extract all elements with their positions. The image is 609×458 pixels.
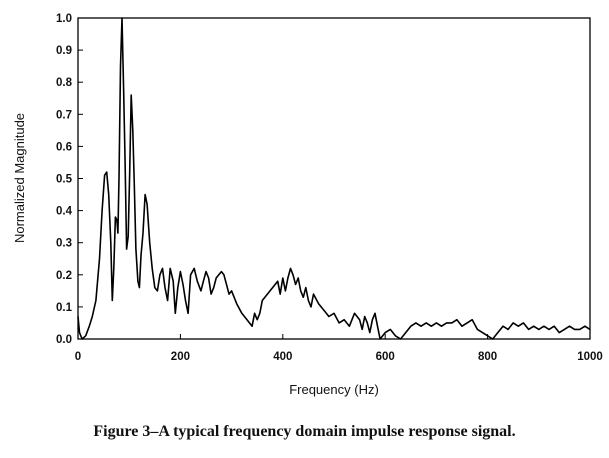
x-tick-label: 1000 [577,351,603,363]
x-tick-label: 600 [376,351,395,363]
y-axis-ticks: 0.0 0.1 0.2 0.3 0.4 0.5 0.6 0.7 0.8 0.9 1.0 [56,13,83,346]
x-tick-label: 400 [273,351,292,363]
x-axis-title: Frequency (Hz) [289,382,379,397]
y-tick-label: 0.3 [56,238,72,250]
y-tick-label: 0.8 [56,77,73,89]
y-tick-label: 0.7 [56,109,72,121]
series-line [77,17,591,340]
y-tick-label: 0.9 [56,45,72,57]
plot-frame [77,17,591,340]
y-tick-label: 0.0 [56,334,72,346]
y-tick-label: 0.2 [56,270,72,282]
y-tick-label: 1.0 [56,13,72,25]
y-tick-label: 0.5 [56,174,73,186]
x-tick-label: 0 [75,351,81,363]
y-tick-label: 0.6 [56,141,72,153]
frequency-response-chart: 0.0 0.1 0.2 0.3 0.4 0.5 0.6 0.7 0.8 0.9 1.0 0 200 40… [12,13,603,397]
figure-caption: Figure 3–A typical frequency domain impu… [93,423,516,440]
x-axis-ticks: 0 200 400 600 800 1000 [75,334,603,363]
x-tick-label: 200 [171,351,190,363]
y-tick-label: 0.4 [56,206,73,218]
y-tick-label: 0.1 [56,302,73,314]
y-axis-title: Normalized Magnitude [12,113,27,243]
x-tick-label: 800 [478,351,497,363]
